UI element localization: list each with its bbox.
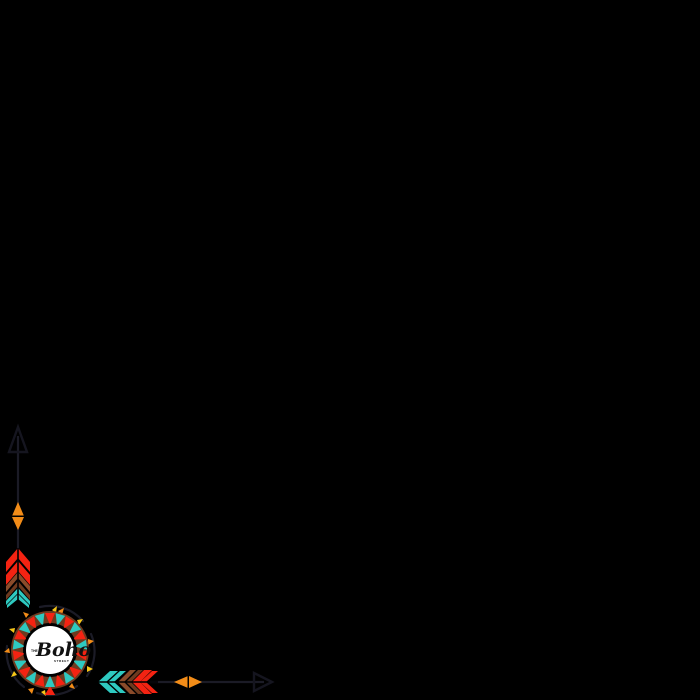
vertical-arrow — [6, 423, 30, 608]
orange-triangle-down-icon — [12, 517, 24, 530]
badge-brand-text: Boho — [35, 639, 92, 661]
badge-teeth — [12, 613, 88, 687]
horizontal-arrow-fletching — [98, 670, 158, 694]
accent-separator-h — [187, 674, 191, 691]
horizontal-arrow — [98, 670, 275, 694]
accent-separator — [9, 515, 27, 519]
boho-logo-badge[interactable]: THE Boho STREET — [4, 604, 96, 697]
badge-center-disc — [26, 626, 74, 674]
badge-tagline-text: STREET — [54, 659, 69, 663]
orange-triangle-up-icon — [12, 502, 24, 516]
orange-triangle-left-icon — [174, 676, 188, 688]
vertical-arrow-head-icon — [7, 423, 29, 454]
badge-prefix-text: THE — [31, 649, 39, 653]
vertical-arrow-fletching — [6, 548, 30, 608]
horizontal-arrow-head-icon — [252, 671, 275, 693]
badge-triangle-ring — [44, 686, 56, 695]
badge-inner-dark-ring — [23, 623, 77, 677]
orange-triangle-right-icon — [189, 676, 202, 688]
